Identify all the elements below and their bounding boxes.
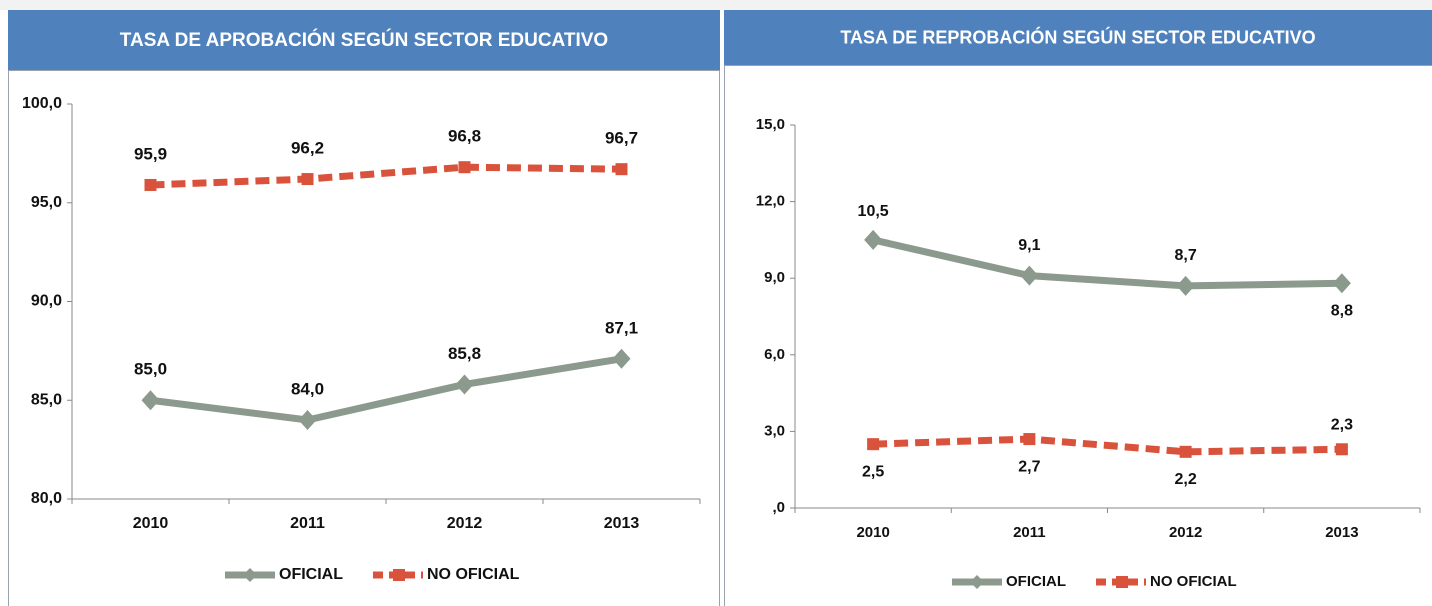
data-label: 2,3: [1331, 416, 1353, 433]
chart-title: TASA DE REPROBACIÓN SEGÚN SECTOR EDUCATI…: [840, 26, 1315, 47]
y-tick-label: 9,0: [764, 269, 785, 286]
data-label: 10,5: [858, 203, 889, 220]
data-label: 87,1: [605, 318, 638, 337]
legend-marker: [243, 568, 257, 582]
x-tick-label: 2010: [133, 515, 169, 532]
point-marker: [1332, 273, 1351, 294]
y-tick-label: 100,0: [22, 95, 62, 112]
point-marker: [1020, 265, 1039, 286]
y-tick-label: 95,0: [31, 194, 62, 211]
x-tick-label: 2011: [1013, 524, 1046, 541]
top-strip: [0, 0, 1432, 10]
point-marker: [144, 178, 157, 191]
x-tick-label: 2013: [604, 515, 640, 532]
point-marker: [867, 438, 880, 451]
data-label: 2,5: [862, 463, 884, 480]
data-label: 2,7: [1018, 458, 1040, 475]
y-tick-label: 6,0: [764, 346, 785, 363]
legend-label: OFICIAL: [279, 566, 343, 583]
x-tick-label: 2012: [447, 515, 483, 532]
data-label: 9,1: [1018, 237, 1040, 254]
point-marker: [141, 390, 160, 411]
chart-title: TASA DE APROBACIÓN SEGÚN SECTOR EDUCATIV…: [120, 29, 608, 51]
point-marker: [615, 163, 628, 176]
point-marker: [298, 410, 317, 430]
data-label: 2,2: [1175, 471, 1197, 488]
title-band: [724, 10, 1432, 65]
x-tick-label: 2012: [1169, 524, 1202, 541]
data-label: 96,2: [291, 139, 324, 158]
x-tick-label: 2010: [856, 524, 889, 541]
y-tick-label: 15,0: [756, 116, 785, 133]
point-marker: [455, 374, 474, 395]
series-line: [150, 163, 622, 189]
data-label: 85,8: [448, 344, 481, 363]
point-marker: [864, 229, 883, 250]
series-line: [873, 435, 1342, 456]
y-tick-label: 3,0: [764, 422, 785, 439]
legend-marker: [970, 575, 984, 589]
series-line: [872, 236, 1342, 290]
legend-marker: [1116, 576, 1128, 588]
y-tick-label: 80,0: [31, 490, 62, 507]
y-tick-label: 90,0: [31, 293, 62, 310]
y-tick-label: 85,0: [31, 391, 62, 408]
point-marker: [1179, 445, 1192, 458]
data-label: 95,9: [134, 144, 167, 163]
data-label: 96,7: [605, 129, 638, 148]
y-tick-label: ,0: [772, 499, 785, 516]
point-marker: [458, 161, 471, 174]
legend-label: NO OFICIAL: [1150, 573, 1237, 590]
x-tick-label: 2013: [1325, 524, 1358, 541]
legend-label: OFICIAL: [1006, 573, 1066, 590]
x-tick-label: 2011: [290, 515, 325, 532]
point-marker: [1023, 433, 1036, 446]
data-label: 8,8: [1331, 303, 1353, 320]
point-marker: [612, 348, 631, 369]
y-tick-label: 12,0: [756, 193, 785, 210]
series-line: [150, 355, 623, 424]
legend-label: NO OFICIAL: [427, 566, 520, 583]
panel: [724, 65, 1432, 606]
data-label: 84,0: [291, 379, 324, 398]
data-label: 8,7: [1175, 247, 1197, 264]
point-marker: [301, 173, 314, 186]
point-marker: [1176, 275, 1195, 296]
title-band: [8, 10, 720, 70]
data-label: 96,8: [448, 127, 481, 146]
panel: [8, 70, 720, 606]
data-label: 85,0: [134, 360, 167, 379]
point-marker: [1335, 443, 1348, 456]
legend-marker: [393, 569, 405, 581]
